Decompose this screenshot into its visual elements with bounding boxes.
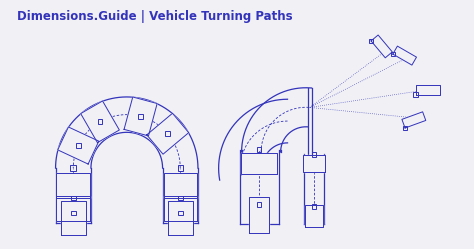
Bar bbox=[165, 131, 170, 136]
Bar bbox=[138, 114, 143, 119]
Polygon shape bbox=[58, 127, 99, 164]
Bar bbox=[178, 165, 183, 171]
Bar bbox=[403, 126, 407, 130]
Bar bbox=[71, 211, 75, 215]
Bar bbox=[369, 39, 374, 43]
Text: Dimensions.Guide | Vehicle Turning Paths: Dimensions.Guide | Vehicle Turning Paths bbox=[17, 10, 292, 23]
Bar bbox=[413, 92, 418, 97]
Polygon shape bbox=[168, 201, 193, 235]
Polygon shape bbox=[416, 85, 439, 95]
Bar bbox=[178, 196, 182, 200]
Polygon shape bbox=[56, 173, 90, 198]
Bar bbox=[257, 202, 261, 207]
Polygon shape bbox=[124, 97, 157, 136]
Bar bbox=[71, 165, 76, 171]
Polygon shape bbox=[164, 196, 197, 221]
Polygon shape bbox=[61, 201, 86, 235]
Polygon shape bbox=[81, 101, 119, 143]
Polygon shape bbox=[371, 35, 392, 58]
Polygon shape bbox=[241, 153, 277, 174]
Polygon shape bbox=[56, 196, 90, 221]
Bar bbox=[76, 143, 81, 148]
Bar bbox=[312, 152, 317, 157]
Polygon shape bbox=[305, 205, 323, 227]
Polygon shape bbox=[147, 113, 189, 154]
Polygon shape bbox=[249, 197, 269, 233]
Bar bbox=[391, 52, 395, 56]
Polygon shape bbox=[402, 112, 426, 128]
Bar bbox=[312, 204, 317, 209]
Bar bbox=[71, 196, 75, 200]
Bar bbox=[257, 147, 261, 152]
Polygon shape bbox=[164, 173, 197, 198]
Polygon shape bbox=[393, 46, 417, 65]
Polygon shape bbox=[303, 155, 325, 172]
Bar bbox=[178, 211, 182, 215]
Bar bbox=[98, 120, 102, 124]
